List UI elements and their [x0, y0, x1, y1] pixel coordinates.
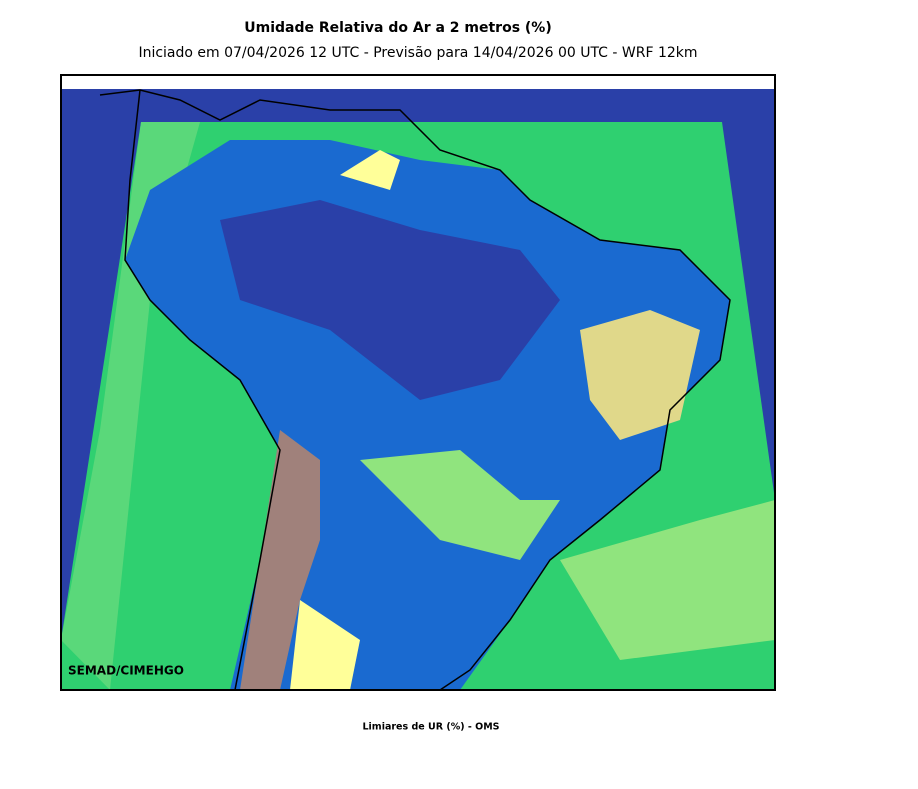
dry-region: [240, 430, 320, 690]
map-frame: [60, 74, 776, 691]
moderate-region: [360, 450, 560, 560]
subtitle: Iniciado em 07/04/2026 12 UTC - Previsão…: [138, 45, 697, 61]
humid-region: [220, 200, 560, 400]
dry-region: [290, 600, 360, 690]
thresholds: Limiares de UR (%) - OMS: [363, 722, 500, 733]
coastline: [124, 89, 281, 691]
thresholds-title: Limiares de UR (%) - OMS: [363, 722, 500, 733]
dry-region: [580, 310, 700, 440]
credit: SEMAD/CIMEHGO: [68, 664, 184, 678]
ocean-humidity: [560, 500, 775, 660]
map: SEMAD/CIMEHGO: [60, 74, 776, 691]
coastline: [99, 89, 731, 691]
map-blank: [61, 75, 775, 89]
ocean-humidity: [61, 122, 200, 690]
dry-region: [340, 150, 400, 190]
title: Umidade Relativa do Ar a 2 metros (%): [244, 20, 551, 36]
